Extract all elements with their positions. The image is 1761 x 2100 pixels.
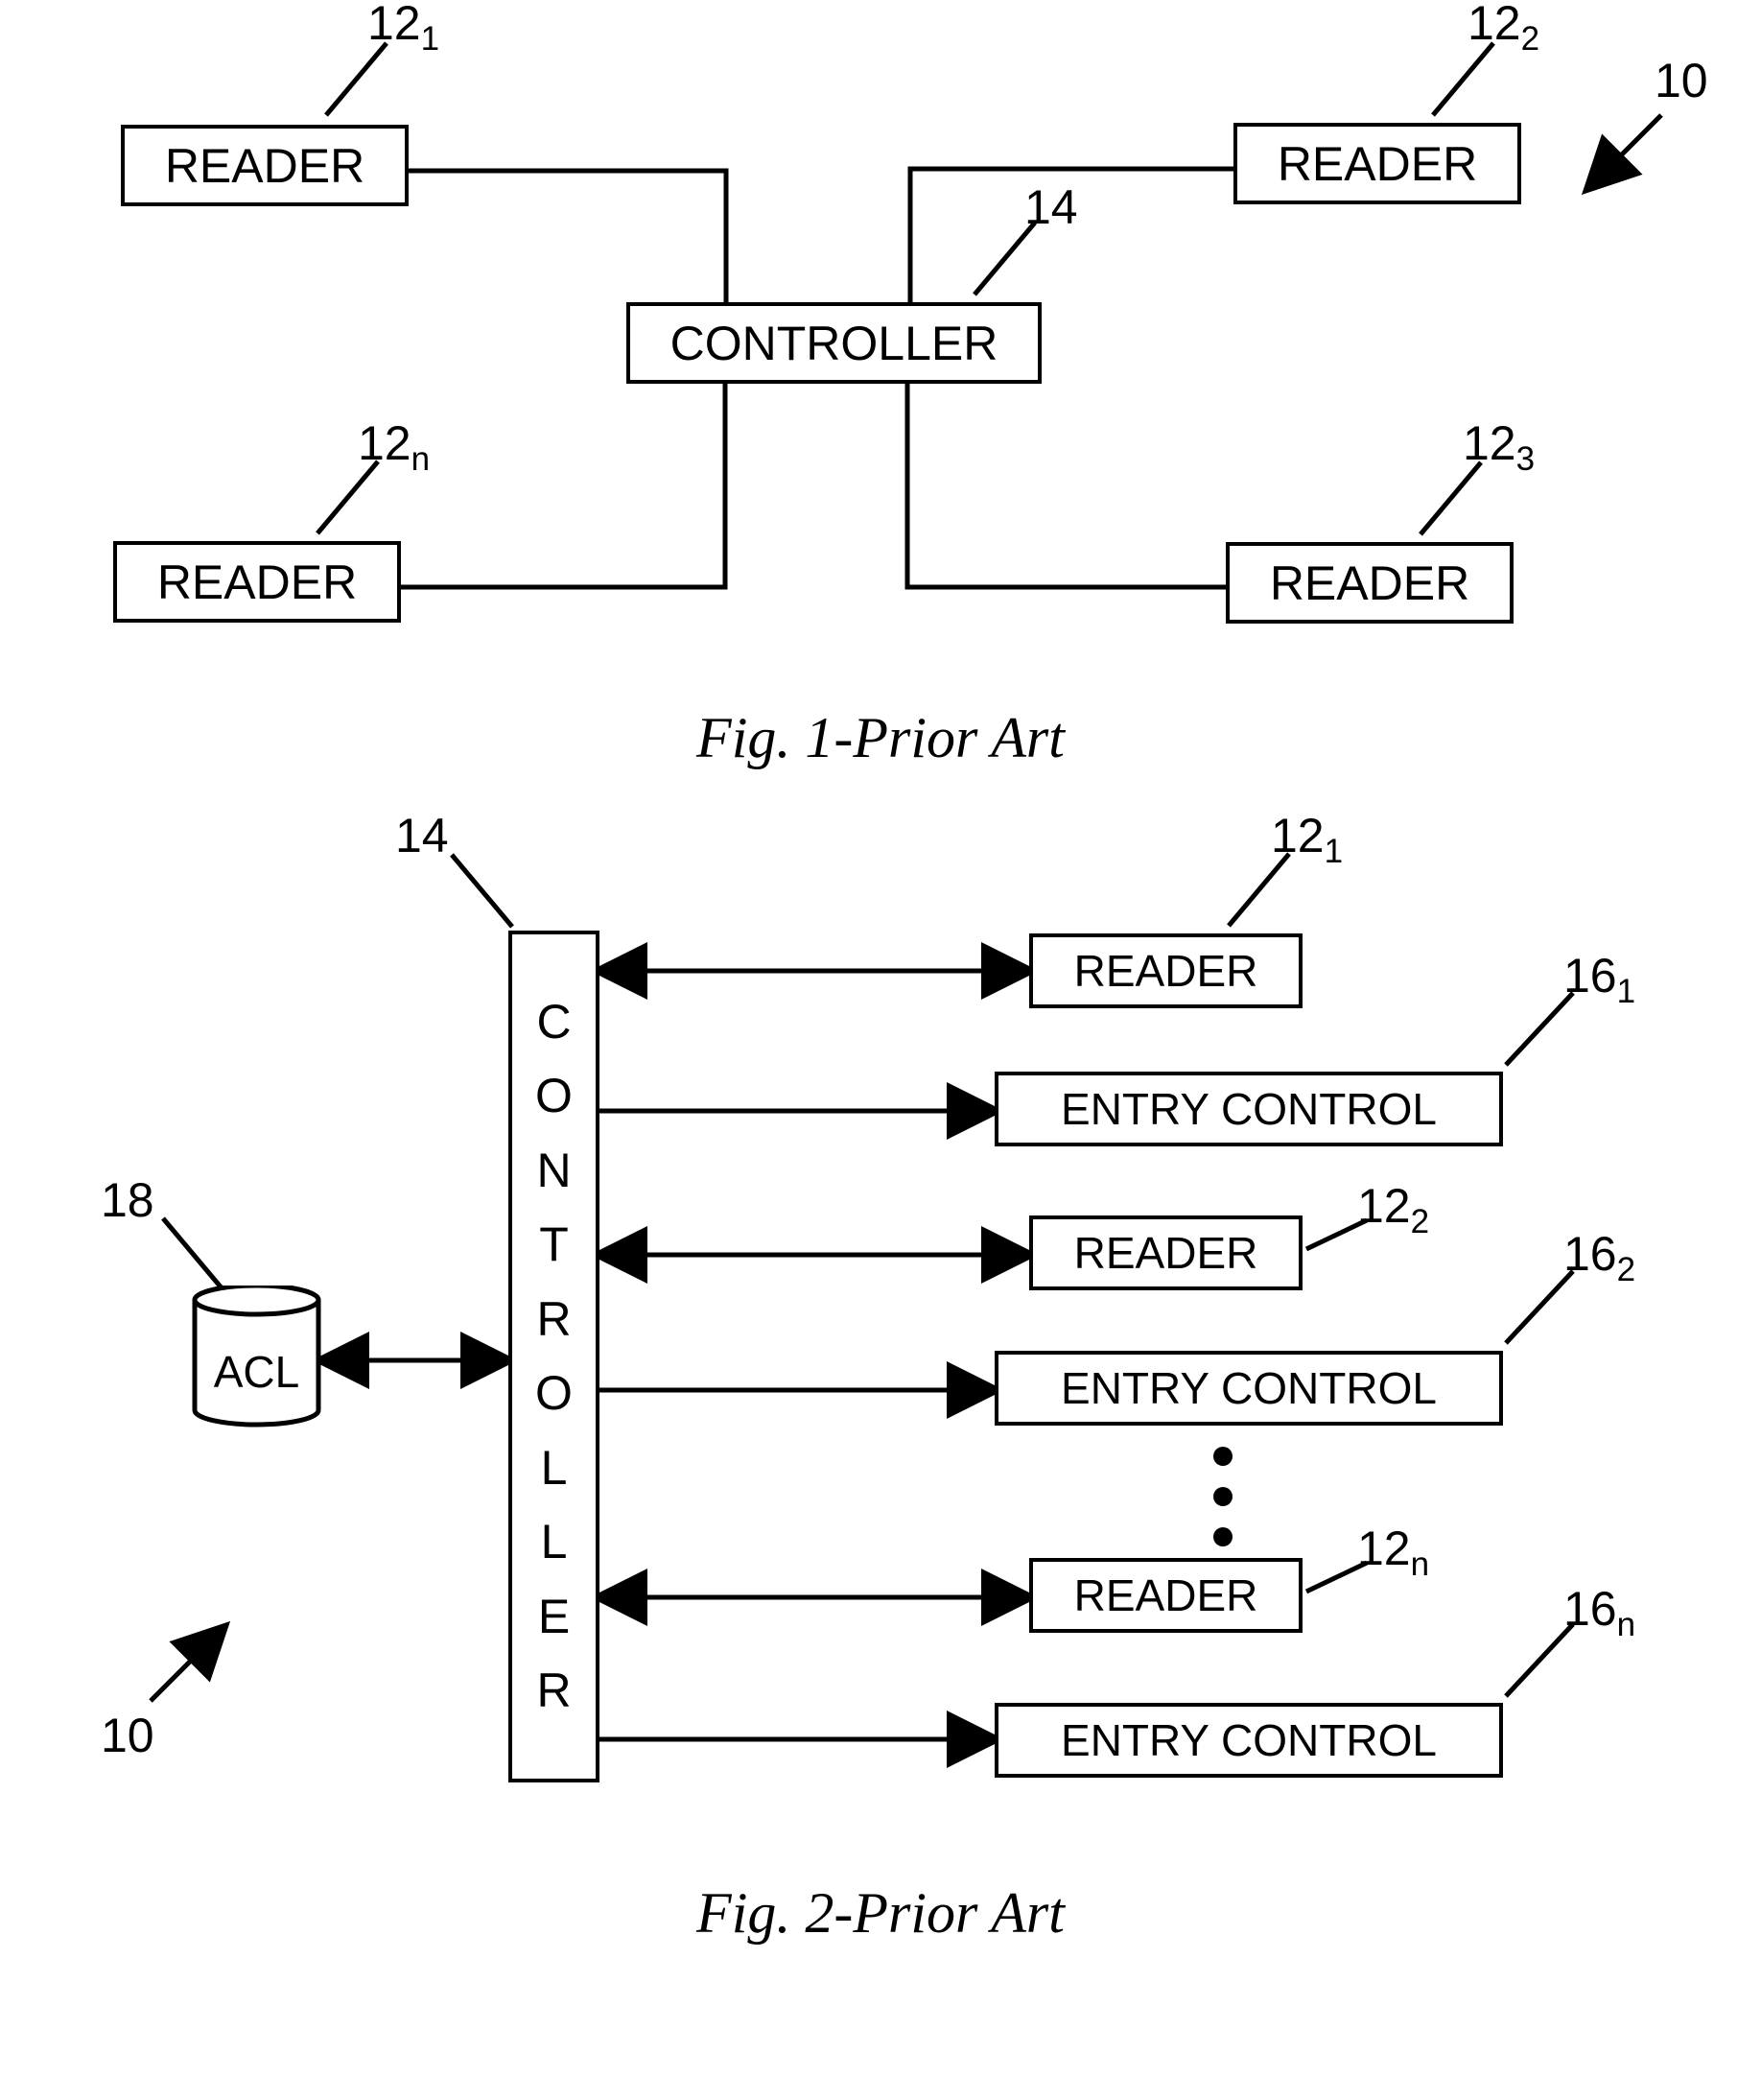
ref-label-f2: 18 [101, 1172, 154, 1228]
acl-cylinder: ACL [192, 1300, 321, 1415]
ref-label: 12n [358, 415, 430, 479]
ref-label-f2: 14 [395, 808, 449, 863]
reader-box-3: READER [113, 541, 401, 623]
fig2-caption: Fig. 2-Prior Art [0, 1880, 1761, 1947]
reader-box-2: READER [1226, 542, 1514, 624]
ref-label-f2: 16n [1563, 1581, 1635, 1644]
ref-label: 121 [367, 0, 439, 59]
ref-label: 122 [1468, 0, 1539, 59]
ref-label: 123 [1463, 415, 1535, 479]
ref-label-f2: 122 [1357, 1178, 1429, 1241]
reader-box-f2-1: READER [1029, 1215, 1303, 1290]
entry-control-box-2: ENTRY CONTROL [995, 1703, 1503, 1778]
controller-box: CONTROLLER [626, 302, 1042, 384]
reader-box-f2-2: READER [1029, 1558, 1303, 1633]
ref-label-f2: 162 [1563, 1226, 1635, 1289]
reader-box-f2-0: READER [1029, 933, 1303, 1008]
ref-label: 10 [1655, 53, 1708, 108]
reader-box-1: READER [1233, 123, 1521, 204]
entry-control-box-0: ENTRY CONTROL [995, 1072, 1503, 1146]
ref-label: 14 [1024, 179, 1078, 235]
ref-label-f2: 121 [1271, 808, 1343, 871]
ref-label-f2: 10 [101, 1708, 154, 1763]
reader-box-0: READER [121, 125, 409, 206]
controller-vertical: CONTROLLER [508, 931, 599, 1782]
ref-label-f2: 12n [1357, 1521, 1429, 1584]
fig1-caption: Fig. 1-Prior Art [0, 705, 1761, 771]
ref-label-f2: 161 [1563, 948, 1635, 1011]
entry-control-box-1: ENTRY CONTROL [995, 1351, 1503, 1426]
